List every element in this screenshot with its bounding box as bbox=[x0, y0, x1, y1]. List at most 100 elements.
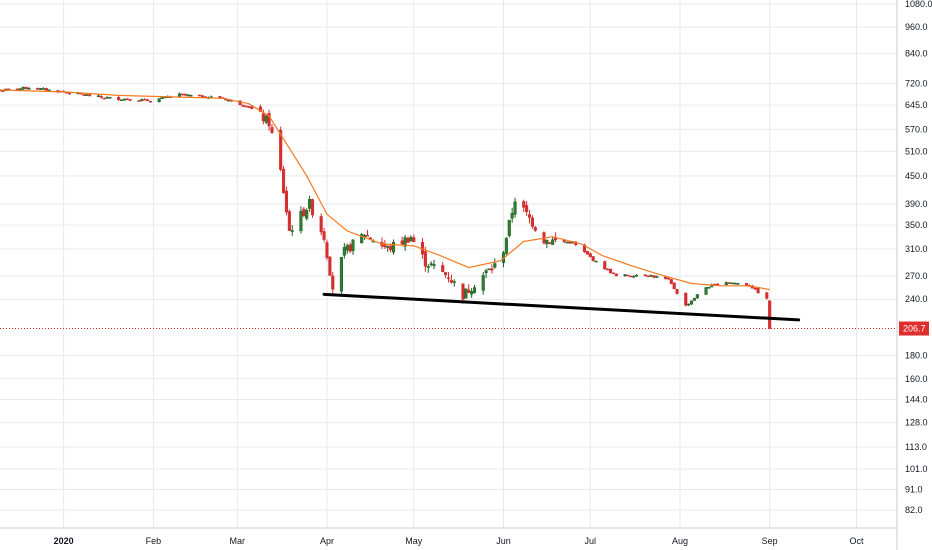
candle-down bbox=[646, 275, 650, 278]
candle-body bbox=[282, 168, 286, 194]
candle-body bbox=[160, 97, 164, 99]
candle-body bbox=[655, 276, 659, 278]
candle-down bbox=[319, 213, 323, 236]
candle-down bbox=[322, 227, 326, 243]
candle-down bbox=[267, 109, 271, 131]
candle-body bbox=[744, 282, 749, 286]
candle-down bbox=[522, 199, 526, 213]
candles bbox=[0, 86, 772, 329]
candle-down bbox=[146, 98, 150, 102]
candle-body bbox=[707, 287, 711, 289]
time-axis[interactable]: 2020 Feb Mar Apr May Jun Jul Aug Sep Oct bbox=[54, 536, 864, 546]
candle-up bbox=[513, 197, 517, 218]
candle-up bbox=[481, 272, 485, 295]
last-price-label: 206.7 bbox=[899, 321, 929, 336]
candle-body bbox=[504, 238, 508, 254]
candle-body bbox=[545, 239, 549, 245]
candle-down bbox=[102, 97, 106, 100]
y-tick-label: 720.0 bbox=[905, 79, 928, 89]
candle-body bbox=[261, 113, 265, 122]
candle-body bbox=[1, 90, 5, 92]
candle-body bbox=[99, 96, 103, 98]
candle-down bbox=[684, 292, 688, 307]
candle-up bbox=[409, 235, 413, 242]
candle-body bbox=[319, 216, 323, 233]
candle-up bbox=[386, 245, 390, 252]
y-tick-label: 645.0 bbox=[905, 100, 928, 110]
candle-body bbox=[756, 288, 760, 294]
candle-down bbox=[606, 268, 610, 271]
candle-up bbox=[305, 208, 309, 221]
candle-body bbox=[472, 287, 477, 294]
candle-down bbox=[365, 229, 370, 237]
grid-lines bbox=[0, 0, 897, 528]
candle-down bbox=[325, 239, 329, 261]
candle-body bbox=[198, 94, 202, 97]
candle-body bbox=[122, 98, 126, 101]
candle-body bbox=[15, 88, 19, 91]
candle-up bbox=[429, 261, 433, 267]
candle-body bbox=[591, 256, 595, 261]
candle-body bbox=[663, 276, 668, 279]
candle-body bbox=[449, 279, 453, 283]
candle-body bbox=[464, 288, 468, 299]
candle-body bbox=[305, 210, 309, 219]
candle-down bbox=[423, 246, 427, 272]
candle-body bbox=[331, 275, 335, 290]
y-tick-label: 310.0 bbox=[905, 244, 928, 254]
candle-body bbox=[322, 231, 326, 240]
candle-down bbox=[125, 98, 129, 100]
candle-body bbox=[704, 287, 708, 295]
candle-down bbox=[82, 93, 86, 97]
candle-body bbox=[432, 264, 436, 266]
candle-body bbox=[565, 241, 569, 244]
candle-down bbox=[444, 271, 448, 278]
candle-body bbox=[351, 239, 355, 251]
candle-up bbox=[655, 275, 659, 278]
candle-down bbox=[574, 240, 578, 247]
candle-down bbox=[525, 201, 529, 216]
y-tick-label: 113.0 bbox=[905, 442, 927, 452]
candle-body bbox=[684, 292, 688, 306]
y-tick-label: 91.0 bbox=[905, 485, 923, 495]
candle-down bbox=[412, 234, 416, 243]
candle-body bbox=[82, 94, 86, 96]
candle-body bbox=[21, 86, 25, 90]
trend-line-segment[interactable] bbox=[322, 292, 801, 322]
candle-up bbox=[707, 286, 711, 289]
candle-body bbox=[308, 199, 312, 209]
candle-up bbox=[695, 294, 699, 299]
candle-down bbox=[287, 209, 291, 232]
candle-body bbox=[690, 300, 694, 305]
candle-down bbox=[348, 242, 352, 254]
candle-body bbox=[608, 268, 613, 274]
ma-polyline bbox=[0, 89, 770, 291]
x-tick-label: Jul bbox=[585, 536, 597, 546]
candle-down bbox=[328, 256, 332, 276]
candle-body bbox=[267, 113, 271, 127]
y-tick-label: 350.0 bbox=[905, 220, 928, 230]
candle-up bbox=[119, 99, 124, 101]
price-axis[interactable]: 1080.0 960.0 840.0 720.0 645.0 570.0 510.0 450.… bbox=[905, 0, 932, 515]
trend-line[interactable] bbox=[322, 292, 801, 322]
candle-body bbox=[533, 227, 537, 231]
candle-body bbox=[551, 239, 555, 245]
candle-body bbox=[493, 263, 497, 268]
candle-body bbox=[635, 275, 639, 277]
candle-down bbox=[629, 275, 633, 278]
candle-down bbox=[675, 288, 679, 295]
candle-down bbox=[247, 105, 251, 108]
candle-up bbox=[504, 236, 508, 256]
candle-up bbox=[452, 279, 456, 287]
candle-body bbox=[467, 289, 471, 293]
candle-up bbox=[426, 264, 430, 273]
candle-body bbox=[412, 237, 416, 243]
candle-body bbox=[484, 270, 488, 274]
candle-up bbox=[351, 239, 355, 255]
candle-down bbox=[608, 268, 613, 274]
y-tick-label: 160.0 bbox=[905, 374, 928, 384]
x-tick-label: Jun bbox=[496, 536, 511, 546]
candle-up bbox=[189, 94, 193, 97]
candle-up bbox=[464, 288, 468, 299]
